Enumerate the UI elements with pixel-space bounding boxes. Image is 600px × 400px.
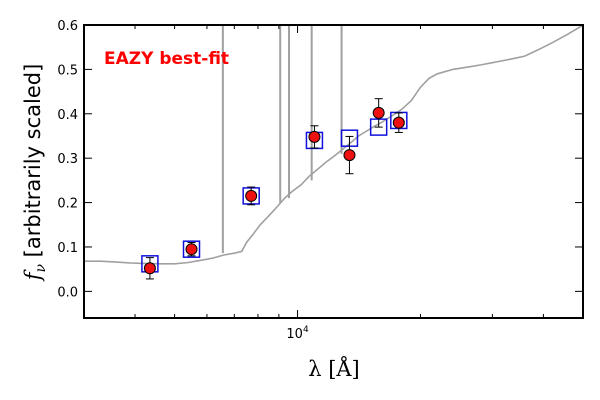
- model-spectrum-line: [84, 25, 583, 265]
- observed-point: [245, 189, 258, 202]
- y-tick-label: 0.3: [57, 152, 78, 167]
- model-photometry-square: [182, 240, 201, 258]
- observed-point: [185, 243, 198, 256]
- observed-point: [308, 130, 321, 143]
- y-tick-label: 0.4: [57, 108, 78, 123]
- ylabel-symbol: f: [21, 269, 45, 282]
- y-tick-label: 0.6: [57, 19, 78, 34]
- annotation-eazy: EAZY best-fit: [104, 49, 229, 69]
- y-tick-label: 0.5: [57, 63, 78, 78]
- axis-ticks: 0.0 0.1 0.2 0.3 0.4 0.5 0.6 104: [57, 19, 584, 342]
- ylabel-subscript: ν: [33, 264, 49, 273]
- observed-point: [343, 149, 356, 162]
- y-tick-label: 0.2: [57, 197, 78, 212]
- plot-area: [84, 25, 583, 280]
- observed-point: [392, 116, 405, 129]
- x-axis-label: λ [Å]: [308, 356, 360, 381]
- y-axis-label: fν [arbitrarily scaled]: [21, 64, 49, 283]
- plot-frame: [83, 24, 584, 319]
- y-tick-label: 0.1: [57, 241, 78, 256]
- observed-point: [143, 262, 156, 275]
- x-tick-label: 104: [286, 325, 309, 342]
- y-tick-label: 0.0: [57, 285, 78, 300]
- observed-point: [372, 106, 385, 119]
- ylabel-text: [arbitrarily scaled]: [21, 64, 45, 264]
